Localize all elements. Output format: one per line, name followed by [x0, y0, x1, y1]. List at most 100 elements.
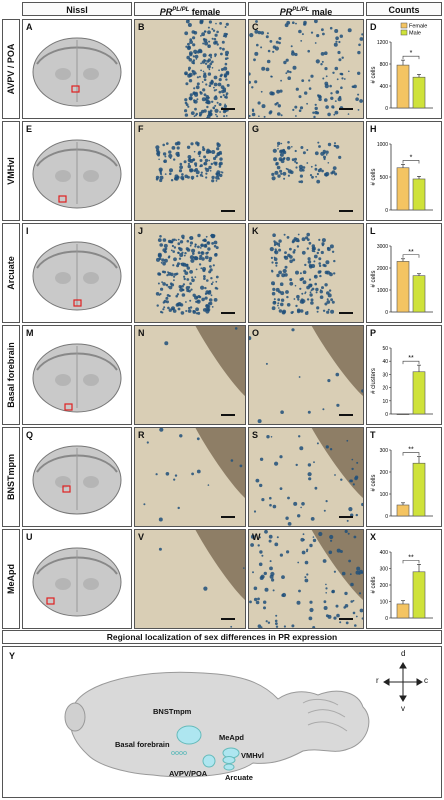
male-bar	[412, 178, 426, 211]
panel-letter: U	[26, 532, 33, 542]
scale-bar	[221, 108, 235, 110]
female-bar	[396, 504, 410, 517]
row-label-5: MeApd	[2, 529, 20, 629]
panel-letter: C	[252, 22, 259, 32]
significance-marker: *	[410, 154, 413, 161]
female-suffix: female	[189, 7, 221, 17]
row-label-text: MeApd	[6, 564, 16, 594]
y-axis-label: # cells	[371, 576, 377, 593]
header-female: PRPL/PL female	[134, 2, 246, 17]
legend-female-swatch	[400, 22, 408, 29]
panel-letter: H	[370, 124, 377, 134]
y-tick-label: 20	[382, 386, 388, 392]
panel-letter: L	[370, 226, 376, 236]
panel-a: A	[22, 19, 132, 119]
region-box	[64, 403, 73, 411]
y-tick-label: 0	[385, 208, 388, 214]
y-axis-label: # cells	[371, 474, 377, 491]
male-bar	[412, 275, 426, 313]
panel-u: U	[22, 529, 132, 629]
panel-i: I	[22, 223, 132, 323]
basal-forebrain-dots	[171, 751, 187, 755]
female-sup: PL/PL	[172, 7, 190, 13]
panel-j: J	[134, 223, 246, 323]
female-bar	[396, 603, 410, 619]
panel-letter: D	[370, 22, 377, 32]
nissl-section	[32, 445, 122, 515]
header-counts: Counts	[366, 2, 442, 16]
significance-marker: *	[410, 50, 413, 57]
y-tick-label: 0	[385, 310, 388, 316]
label-arcuate: Arcuate	[225, 773, 253, 782]
significance-bracket	[402, 160, 420, 164]
label-bnstmpm: BNSTmpm	[153, 707, 192, 716]
avpv-region	[202, 754, 216, 768]
female-micrograph	[135, 326, 245, 424]
scale-bar	[339, 108, 353, 110]
row-label-3: Basal forebrain	[2, 325, 20, 425]
scale-bar	[221, 414, 235, 416]
y-tick-label: 100	[380, 492, 389, 498]
panel-letter: G	[252, 124, 260, 134]
header-nissl: Nissl	[22, 2, 132, 16]
count-chart: 0 10 20 30 40 50 # clusters **	[371, 346, 433, 418]
label-meapd: MeApd	[219, 733, 244, 742]
panel-x: X 0 100 200 300 400 # cells **	[366, 529, 442, 629]
scale-bar	[221, 618, 235, 620]
male-micrograph	[249, 224, 363, 322]
y-axis-label: # cells	[371, 270, 377, 287]
y-tick-label: 400	[380, 84, 389, 90]
panel-e: E	[22, 121, 132, 221]
panel-s: S	[248, 427, 364, 527]
y-tick-label: 40	[382, 359, 388, 365]
y-tick-label: 800	[380, 62, 389, 68]
region-box	[46, 597, 55, 605]
nissl-section	[32, 241, 122, 311]
legend-female-label: Female	[409, 24, 427, 30]
region-box	[58, 195, 67, 203]
male-bar	[412, 571, 426, 619]
region-box	[71, 85, 80, 93]
count-chart: 0 500 1000 # cells *	[371, 142, 433, 214]
y-tick-label: 500	[380, 175, 389, 181]
scale-bar	[221, 210, 235, 212]
label-avpv: AVPV/POA	[169, 769, 208, 778]
legend-male-swatch	[400, 29, 408, 36]
count-chart: 0 100 200 300 400 # cells **	[371, 550, 433, 622]
row-label-1: VMHvl	[2, 121, 20, 221]
axis-dorsal: d	[401, 649, 406, 658]
panel-letter: T	[370, 430, 376, 440]
panel-m: M	[22, 325, 132, 425]
significance-bracket	[402, 55, 420, 60]
male-bar	[412, 371, 426, 415]
legend-male-label: Male	[409, 31, 421, 37]
region-box	[62, 485, 71, 493]
panel-letter: X	[370, 532, 377, 542]
y-tick-label: 0	[385, 106, 388, 112]
panel-letter: P	[370, 328, 377, 338]
panel-p: P 0 10 20 30 40 50 # clusters **	[366, 325, 442, 425]
y-tick-label: 1200	[377, 40, 388, 46]
female-micrograph	[135, 224, 245, 322]
y-tick-label: 0	[385, 616, 388, 622]
row-label-4: BNSTmpm	[2, 427, 20, 527]
male-bar	[412, 76, 426, 109]
row-label-text: AVPV / POA	[6, 43, 16, 95]
panel-letter: F	[138, 124, 144, 134]
scale-bar	[221, 516, 235, 518]
male-sup: PL/PL	[292, 7, 310, 13]
male-micrograph	[249, 20, 363, 118]
panel-r: R	[134, 427, 246, 527]
y-axis-label: # cells	[371, 66, 377, 83]
arcuate-region	[223, 763, 235, 771]
schematic-title: Regional localization of sex differences…	[2, 630, 442, 644]
female-micrograph	[135, 428, 245, 526]
y-axis-label: # cells	[371, 168, 377, 185]
panel-d: D 0 400 800 1200 # cells * Female Male	[366, 19, 442, 119]
panel-o: O	[248, 325, 364, 425]
y-tick-label: 300	[380, 567, 389, 573]
panel-w: W	[248, 529, 364, 629]
header-male: PRPL/PL male	[248, 2, 364, 17]
female-bar	[396, 261, 410, 313]
y-tick-label: 300	[380, 448, 389, 454]
